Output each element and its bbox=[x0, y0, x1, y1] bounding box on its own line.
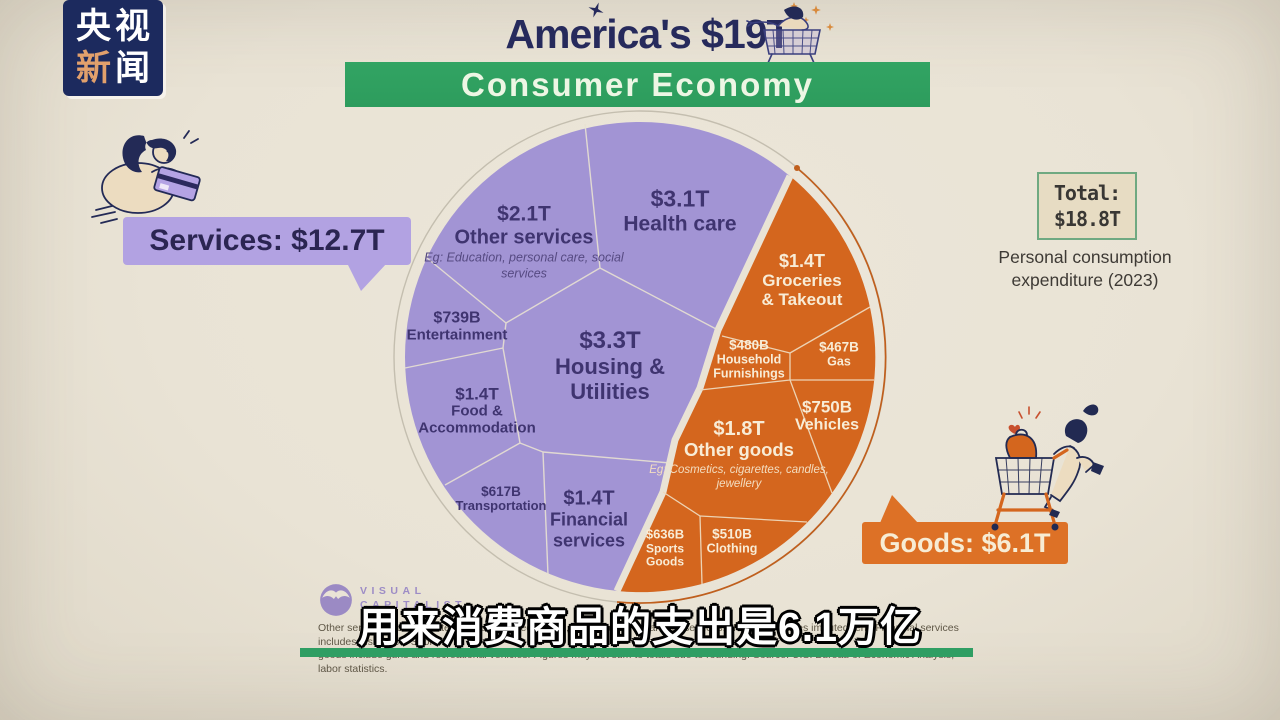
total-caption: Personal consumption expenditure (2023) bbox=[998, 247, 1172, 290]
subtitle-caption: 用来消费商品的支出是6.1万亿 bbox=[358, 604, 922, 650]
visual-capitalist-line1: VISUAL bbox=[360, 585, 426, 597]
segment-label-financial-services: $1.4T Financial services bbox=[549, 487, 629, 551]
segment-label-entertainment: $739B Entertainment bbox=[406, 309, 508, 344]
goods-cell-boundaries bbox=[662, 306, 874, 585]
consumer-economy-banner: Consumer Economy bbox=[345, 62, 930, 107]
total-value: $18.8T bbox=[1053, 207, 1121, 231]
goods-callout-tail bbox=[880, 495, 918, 523]
services-cell-boundaries bbox=[404, 123, 719, 576]
visual-capitalist-line2: CAPITALIST bbox=[360, 599, 467, 611]
cctv-logo-line2: 新闻 bbox=[75, 49, 155, 88]
cctv-news-logo: 央视 新闻 bbox=[63, 0, 163, 96]
footer-bar bbox=[300, 648, 973, 657]
goods-callout: Goods: $6.1T bbox=[862, 522, 1068, 564]
visual-capitalist-logo: VISUAL CAPITALIST bbox=[360, 584, 466, 612]
cctv-logo-line1: 央视 bbox=[75, 7, 154, 46]
segment-label-gas: $467B Gas bbox=[819, 339, 859, 369]
card-swipe-illustration bbox=[91, 130, 201, 224]
segment-label-other-services: $2.1T Other services Eg: Education, pers… bbox=[424, 202, 624, 280]
goods-region bbox=[617, 176, 876, 593]
segment-label-other-goods: $1.8T Other goods Eg: Cosmetics, cigaret… bbox=[649, 418, 829, 491]
services-callout-tail bbox=[347, 263, 387, 291]
shopper-in-cart-illustration bbox=[746, 2, 834, 70]
services-callout: Services: $12.7T bbox=[123, 217, 411, 265]
segment-label-transportation: $617B Transportation bbox=[455, 484, 547, 514]
footnote-line1: Other services includes categories such … bbox=[318, 622, 959, 648]
segment-label-clothing: $510B Clothing bbox=[706, 526, 758, 556]
goods-outline-arc bbox=[616, 167, 887, 604]
segment-label-health-care: $3.1T Health care bbox=[623, 185, 737, 236]
total-title: Total: bbox=[1053, 181, 1121, 205]
segment-label-groceries-takeout: $1.4T Groceries & Takeout bbox=[761, 250, 843, 310]
title-star-icon bbox=[588, 2, 604, 18]
page-title: America's $19T bbox=[505, 11, 791, 57]
segment-label-vehicles: $750B Vehicles bbox=[794, 397, 860, 434]
visual-capitalist-bird-icon bbox=[320, 584, 352, 616]
segment-label-sports-goods: $636B Sports Goods bbox=[645, 526, 685, 569]
segment-label-household-furnishings: $480B Household Furnishings bbox=[713, 337, 785, 381]
total-box: Total: $18.8T bbox=[1037, 172, 1137, 240]
segment-label-housing-utilities: $3.3T Housing & Utilities bbox=[555, 326, 665, 404]
segment-label-food-accommodation: $1.4T Food & Accommodation bbox=[418, 384, 536, 437]
cart-runner-illustration bbox=[991, 404, 1104, 531]
